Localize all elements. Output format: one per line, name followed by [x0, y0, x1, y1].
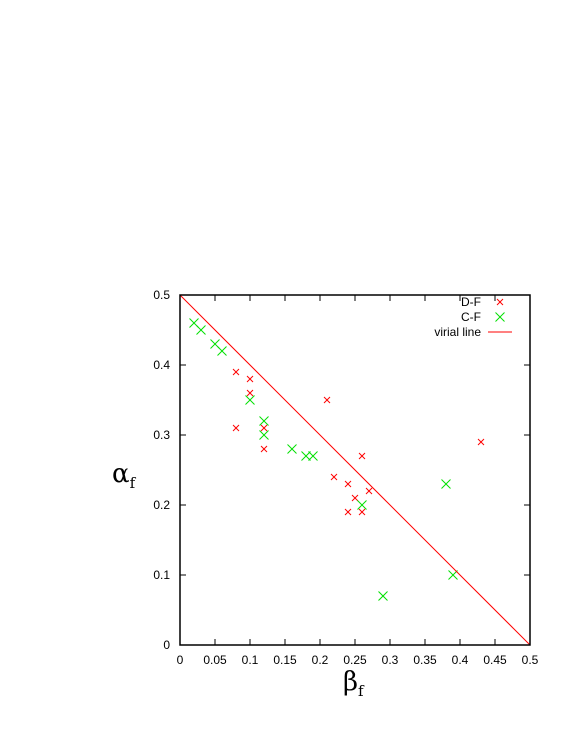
data-point-d-f-6 [323, 396, 331, 404]
x-tick-label-1: 0.05 [203, 653, 227, 667]
data-point-c-f-10 [357, 500, 367, 510]
y-tick-label-2: 0.2 [153, 498, 170, 512]
data-point-d-f-2-stroke-b [246, 389, 254, 397]
data-point-c-f-9-stroke-b [308, 451, 318, 461]
x-tick-label-9: 0.45 [483, 653, 507, 667]
data-point-d-f-11 [351, 494, 359, 502]
legend-key-0-stroke-b [496, 298, 504, 306]
data-point-d-f-9-stroke-b [344, 480, 352, 488]
x-tick-label-3: 0.15 [273, 653, 297, 667]
data-point-c-f-0-stroke-b [189, 318, 199, 328]
data-point-d-f-12 [344, 508, 352, 516]
data-point-c-f-3 [217, 346, 227, 356]
plot-area [179, 294, 531, 646]
data-point-d-f-12-stroke-b [344, 508, 352, 516]
data-point-c-f-11-stroke-b [378, 591, 388, 601]
data-point-c-f-7 [287, 444, 297, 454]
data-point-d-f-7-stroke-b [358, 452, 366, 460]
data-point-d-f-14-stroke-b [477, 438, 485, 446]
data-point-d-f-8-stroke-b [330, 473, 338, 481]
data-point-d-f-0-stroke-b [232, 368, 240, 376]
y-axis-label-sub: f [130, 474, 137, 492]
data-point-c-f-12-stroke-b [441, 479, 451, 489]
y-tick-label-0: 0 [163, 638, 170, 652]
x-tick-label-8: 0.4 [452, 653, 469, 667]
data-point-d-f-4-stroke-b [260, 424, 268, 432]
data-point-c-f-10-stroke-b [357, 500, 367, 510]
data-point-c-f-13 [448, 570, 458, 580]
data-point-c-f-8-stroke-b [301, 451, 311, 461]
series-line-virial [179, 294, 531, 646]
y-axis-label: αf [112, 459, 137, 492]
y-tick-label-4: 0.4 [153, 358, 170, 372]
legend-label-2: virial line [434, 325, 481, 339]
data-point-c-f-5-stroke-b [259, 416, 269, 426]
data-point-d-f-11-stroke-b [351, 494, 359, 502]
x-axis-label: βf [343, 667, 365, 700]
y-tick-label-5: 0.5 [153, 288, 170, 302]
y-tick-label-1: 0.1 [153, 568, 170, 582]
data-point-d-f-8 [330, 473, 338, 481]
x-tick-label-4: 0.2 [312, 653, 329, 667]
data-point-c-f-6 [259, 430, 269, 440]
data-point-c-f-7-stroke-b [287, 444, 297, 454]
x-tick-label-2: 0.1 [242, 653, 259, 667]
data-point-d-f-0 [232, 368, 240, 376]
data-point-c-f-8 [301, 451, 311, 461]
data-point-d-f-13 [358, 508, 366, 516]
data-point-d-f-7 [358, 452, 366, 460]
y-tick-label-3: 0.3 [153, 428, 170, 442]
data-point-c-f-3-stroke-b [217, 346, 227, 356]
axis-ticks: 0 0.05 0.1 0.15 0.2 0.25 0.3 0.35 0.4 0.45 0.5 0 0.1… [153, 288, 538, 667]
x-tick-label-6: 0.3 [382, 653, 399, 667]
legend-key-1 [495, 312, 505, 322]
data-point-c-f-9 [308, 451, 318, 461]
data-point-d-f-5-stroke-b [260, 445, 268, 453]
data-point-d-f-14 [477, 438, 485, 446]
data-point-d-f-10-stroke-b [365, 487, 373, 495]
data-point-c-f-1-stroke-b [196, 325, 206, 335]
legend-key-1-stroke-b [495, 312, 505, 322]
legend-key-0 [496, 298, 504, 306]
data-point-c-f-11 [378, 591, 388, 601]
data-point-d-f-9 [344, 480, 352, 488]
x-tick-label-10: 0.5 [522, 653, 539, 667]
y-axis-label-main: α [112, 459, 130, 489]
data-point-d-f-13-stroke-b [358, 508, 366, 516]
data-point-c-f-13-stroke-b [448, 570, 458, 580]
data-point-d-f-3-stroke-b [232, 424, 240, 432]
data-point-c-f-2-stroke-b [210, 339, 220, 349]
x-axis-label-main: β [343, 667, 358, 697]
data-point-d-f-5 [260, 445, 268, 453]
data-point-d-f-6-stroke-b [323, 396, 331, 404]
data-point-c-f-1 [196, 325, 206, 335]
legend-label-1: C-F [461, 310, 481, 324]
x-tick-label-0: 0 [177, 653, 184, 667]
data-point-c-f-6-stroke-b [259, 430, 269, 440]
x-axis-label-sub: f [358, 682, 365, 700]
data-point-c-f-4-stroke-b [245, 395, 255, 405]
data-point-c-f-5 [259, 416, 269, 426]
data-point-d-f-10 [365, 487, 373, 495]
data-point-d-f-3 [232, 424, 240, 432]
data-point-c-f-12 [441, 479, 451, 489]
data-point-d-f-1 [246, 375, 254, 383]
data-point-d-f-4 [260, 424, 268, 432]
x-tick-label-7: 0.35 [413, 653, 437, 667]
data-point-d-f-2 [246, 389, 254, 397]
x-tick-label-5: 0.25 [343, 653, 367, 667]
data-point-d-f-1-stroke-b [246, 375, 254, 383]
legend-label-0: D-F [461, 295, 481, 309]
data-point-c-f-4 [245, 395, 255, 405]
